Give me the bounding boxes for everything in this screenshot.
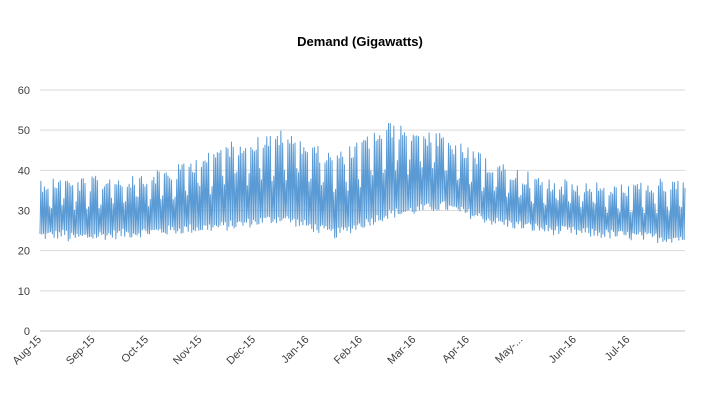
x-tick-label: Jul-16 (603, 334, 633, 364)
x-tick-label: Mar-16 (385, 334, 418, 367)
x-tick-label: Nov-15 (171, 334, 205, 368)
x-tick-label: May-... (493, 334, 525, 366)
x-tick-label: Dec-15 (224, 334, 258, 368)
y-tick-label: 40 (18, 165, 30, 177)
y-axis-ticks: 0 10 20 30 40 50 60 (18, 85, 30, 338)
y-tick-label: 20 (18, 246, 30, 258)
series-demand (39, 122, 686, 244)
x-tick-label: Aug-15 (11, 334, 45, 368)
y-tick-label: 50 (18, 125, 30, 137)
y-tick-label: 30 (18, 206, 30, 218)
y-tick-label: 10 (18, 286, 30, 298)
y-tick-label: 0 (24, 326, 30, 338)
x-tick-label: Oct-15 (119, 334, 151, 366)
x-axis-ticks: Aug-15 Sep-15 Oct-15 Nov-15 Dec-15 Jan-16 Feb-… (11, 334, 633, 368)
chart-title: Demand (Gigawatts) (297, 34, 423, 49)
series-line-demand (39, 122, 686, 244)
x-tick-label: Jan-16 (279, 334, 311, 366)
x-tick-label: Jun-16 (547, 334, 579, 366)
x-tick-label: Feb-16 (332, 334, 365, 367)
x-tick-label: Apr-16 (440, 334, 472, 366)
y-tick-label: 60 (18, 85, 30, 97)
x-tick-label: Sep-15 (64, 334, 98, 368)
